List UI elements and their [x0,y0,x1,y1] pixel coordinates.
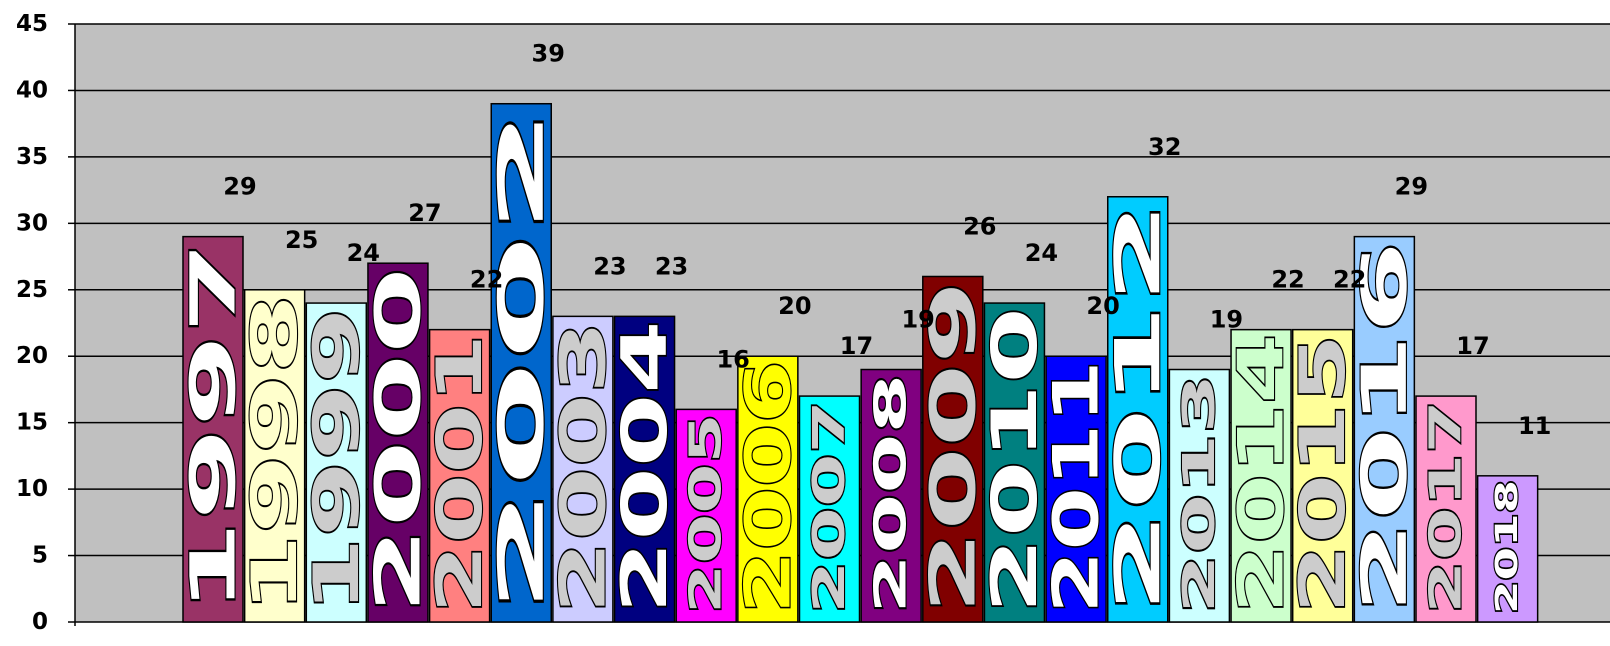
bar [922,275,984,623]
value-label: 29 [1395,173,1428,201]
bar [490,102,552,623]
bar [1415,395,1477,623]
value-label: 19 [1210,306,1243,334]
category-label: 1998 [238,294,311,614]
category-label: 2014 [1225,334,1298,614]
value-label: 24 [1025,239,1058,267]
y-tick-label: 35 [16,144,48,170]
value-label: 19 [901,306,934,334]
category-label: 2017 [1421,400,1472,614]
value-label: 17 [840,332,873,360]
value-label: 26 [963,212,996,240]
value-label: 17 [1456,332,1489,360]
bar [983,302,1046,623]
value-label: 29 [223,173,256,201]
value-label: 32 [1148,133,1181,161]
bar [1476,475,1539,623]
y-tick-label: 15 [16,410,48,436]
value-label: 16 [716,345,749,373]
bar [428,328,491,623]
value-label: 22 [1271,266,1304,294]
value-labels: 29 25 24 27 22 39 23 23 16 20 17 19 26 24 20 32 19 22 22 29… [223,40,1551,440]
value-label: 39 [532,40,565,68]
category-label: 2010 [978,307,1051,614]
value-label: 23 [593,252,626,280]
category-label: 2011 [1040,360,1113,614]
bar [860,368,922,623]
value-label: 23 [655,252,688,280]
category-label: 2000 [361,267,434,614]
bar [552,315,614,623]
category-label: 2013 [1174,374,1225,614]
bar [675,408,737,623]
bar [1291,328,1354,623]
y-tick-label: 5 [32,543,48,569]
category-label: 1999 [300,307,373,614]
bar [305,302,368,623]
bar [798,395,861,623]
bar [243,289,306,623]
bar [182,235,244,623]
value-label: 11 [1518,412,1551,440]
value-label: 22 [1333,266,1366,294]
category-label: 2007 [804,400,855,614]
bar [1168,368,1231,623]
category-label: 2015 [1286,334,1359,614]
value-label: 24 [347,239,380,267]
category-label: 2002 [485,108,558,614]
bar [1045,355,1107,623]
y-tick-label: 45 [16,11,48,37]
y-tick-label: 40 [16,77,48,103]
y-tick-label: 20 [16,343,48,369]
category-label: 2016 [1348,241,1421,614]
category-label: 2001 [423,334,496,614]
value-label: 27 [408,199,441,227]
category-label: 1997 [177,241,250,614]
y-tick-label: 30 [16,210,48,236]
category-label: 2018 [1490,480,1525,614]
value-label: 22 [470,266,503,294]
category-label: 2004 [608,320,681,614]
category-label: 2009 [916,280,989,614]
y-tick-label: 10 [16,476,48,502]
y-axis: 0 5 10 15 20 25 30 35 40 45 [16,11,76,635]
value-label: 20 [778,292,811,320]
bar [1353,235,1416,623]
value-label: 25 [285,226,318,254]
bar [367,262,429,623]
value-label: 20 [1086,292,1119,320]
category-label: 2012 [1101,201,1174,614]
category-label: 2008 [866,374,917,614]
bar [1230,328,1292,623]
bars [182,102,1539,623]
bar [1107,196,1169,623]
category-label: 2005 [681,413,732,614]
y-tick-label: 0 [32,609,48,635]
category-label: 2003 [546,320,619,614]
bar [737,355,799,623]
category-label: 2006 [731,360,804,614]
y-tick-label: 25 [16,277,48,303]
bar [613,315,676,623]
